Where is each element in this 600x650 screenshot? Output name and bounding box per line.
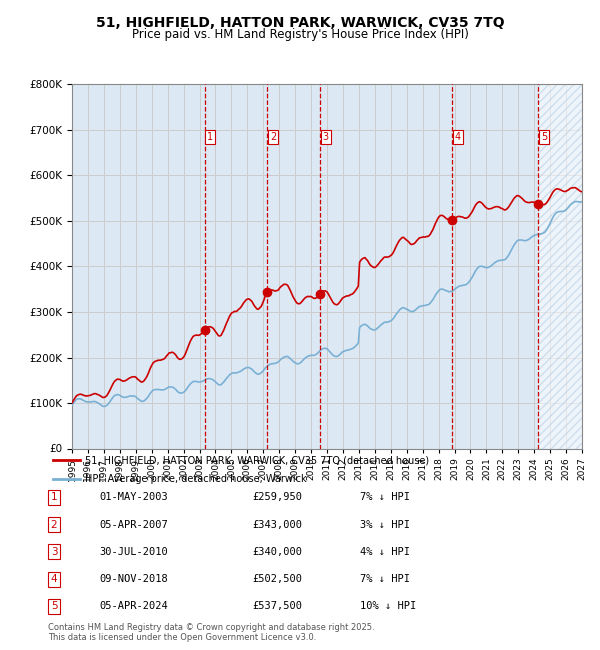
- Text: 3% ↓ HPI: 3% ↓ HPI: [360, 519, 410, 530]
- Text: 3: 3: [50, 547, 58, 557]
- Text: 7% ↓ HPI: 7% ↓ HPI: [360, 574, 410, 584]
- Text: £502,500: £502,500: [252, 574, 302, 584]
- Text: 3: 3: [323, 133, 329, 142]
- Text: 4% ↓ HPI: 4% ↓ HPI: [360, 547, 410, 557]
- Text: HPI: Average price, detached house, Warwick: HPI: Average price, detached house, Warw…: [85, 474, 307, 484]
- Text: £537,500: £537,500: [252, 601, 302, 612]
- Text: £259,950: £259,950: [252, 492, 302, 502]
- Text: 2: 2: [50, 519, 58, 530]
- Text: 7% ↓ HPI: 7% ↓ HPI: [360, 492, 410, 502]
- Text: 5: 5: [541, 133, 547, 142]
- Text: 2: 2: [270, 133, 276, 142]
- Text: Price paid vs. HM Land Registry's House Price Index (HPI): Price paid vs. HM Land Registry's House …: [131, 28, 469, 41]
- Text: 4: 4: [50, 574, 58, 584]
- Text: £343,000: £343,000: [252, 519, 302, 530]
- Text: 09-NOV-2018: 09-NOV-2018: [99, 574, 168, 584]
- Text: 30-JUL-2010: 30-JUL-2010: [99, 547, 168, 557]
- Text: 51, HIGHFIELD, HATTON PARK, WARWICK, CV35 7TQ: 51, HIGHFIELD, HATTON PARK, WARWICK, CV3…: [95, 16, 505, 31]
- Text: Contains HM Land Registry data © Crown copyright and database right 2025.
This d: Contains HM Land Registry data © Crown c…: [48, 623, 374, 642]
- Text: 5: 5: [50, 601, 58, 612]
- Text: 4: 4: [455, 133, 461, 142]
- Text: 01-MAY-2003: 01-MAY-2003: [99, 492, 168, 502]
- Text: 05-APR-2024: 05-APR-2024: [99, 601, 168, 612]
- Text: 05-APR-2007: 05-APR-2007: [99, 519, 168, 530]
- Text: 51, HIGHFIELD, HATTON PARK, WARWICK, CV35 7TQ (detached house): 51, HIGHFIELD, HATTON PARK, WARWICK, CV3…: [85, 456, 429, 465]
- Text: 10% ↓ HPI: 10% ↓ HPI: [360, 601, 416, 612]
- Text: £340,000: £340,000: [252, 547, 302, 557]
- Text: 1: 1: [207, 133, 213, 142]
- Bar: [538, 84, 582, 448]
- Text: 1: 1: [50, 492, 58, 502]
